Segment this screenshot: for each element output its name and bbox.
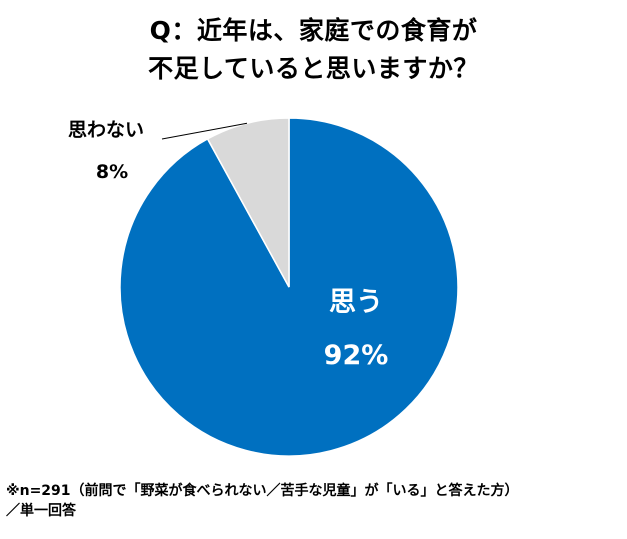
slice-label-omou: 思う <box>329 287 383 318</box>
pie-slice-omou <box>119 117 459 457</box>
survey-note-line-1: ※n=291（前問で「野菜が食べられない／苦手な児童」が「いる」と答えた方） <box>6 483 519 499</box>
chart-title-line-1: Q：近年は、家庭での食育が <box>149 16 478 45</box>
slice-label-omowanai: 思わない <box>68 119 144 141</box>
pie-slices <box>119 117 459 457</box>
slice-value-omowanai: 8% <box>96 161 128 183</box>
chart-title-line-2: 不足していると思いますか？ <box>148 54 479 83</box>
slice-value-omou: 92% <box>324 340 389 371</box>
survey-note: ※n=291（前問で「野菜が食べられない／苦手な児童」が「いる」と答えた方） ／… <box>6 481 621 521</box>
survey-note-line-2: ／単一回答 <box>6 503 76 519</box>
leader-line-omowanai <box>161 122 248 140</box>
chart-title: Q：近年は、家庭での食育が 不足していると思いますか？ <box>0 12 627 88</box>
